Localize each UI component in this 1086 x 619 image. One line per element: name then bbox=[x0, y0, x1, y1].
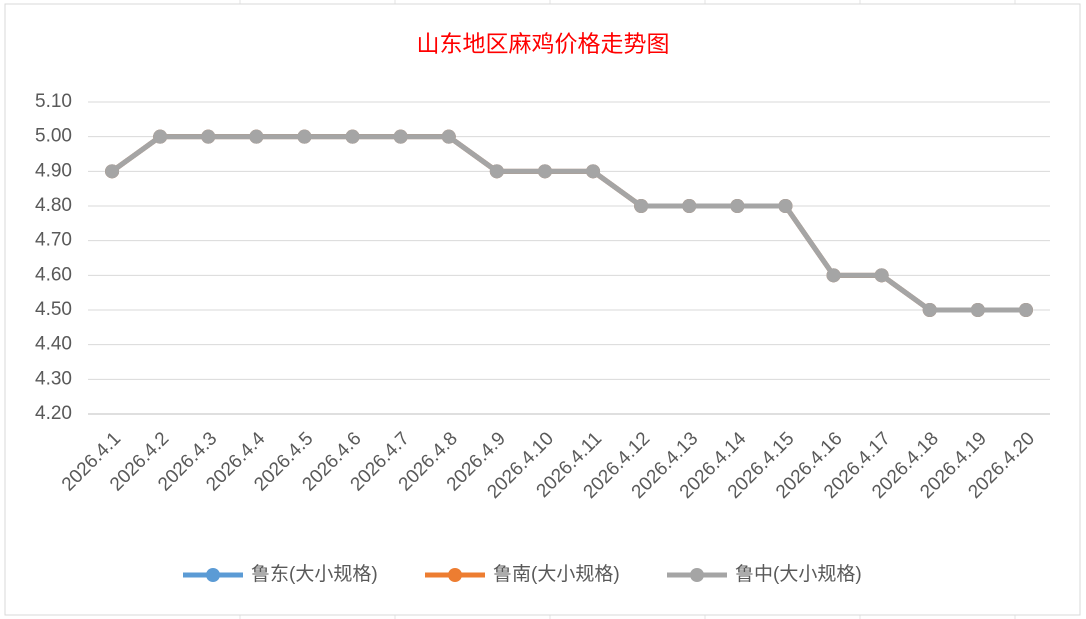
point bbox=[874, 268, 889, 283]
y-tick-label: 5.00 bbox=[35, 126, 72, 147]
point bbox=[634, 199, 649, 213]
y-tick-label: 4.60 bbox=[35, 264, 72, 285]
point bbox=[249, 129, 264, 144]
point bbox=[345, 129, 360, 144]
legend-label: 鲁南(大小规格) bbox=[493, 563, 620, 585]
legend-label: 鲁东(大小规格) bbox=[251, 563, 378, 585]
legend-marker bbox=[690, 568, 704, 582]
y-tick-label: 5.10 bbox=[35, 91, 72, 112]
y-tick-label: 4.70 bbox=[35, 230, 72, 251]
legend-marker bbox=[206, 568, 220, 582]
point bbox=[586, 164, 601, 179]
point bbox=[922, 303, 937, 317]
point bbox=[105, 164, 120, 179]
point bbox=[1018, 303, 1033, 317]
point bbox=[970, 303, 985, 317]
y-tick-label: 4.40 bbox=[35, 334, 72, 355]
point bbox=[441, 129, 456, 144]
y-tick-label: 4.90 bbox=[35, 160, 72, 181]
point bbox=[826, 268, 841, 283]
y-tick-label: 4.80 bbox=[35, 195, 72, 216]
point bbox=[393, 129, 408, 144]
point bbox=[201, 129, 216, 144]
legend-marker bbox=[448, 568, 462, 582]
chart-title: 山东地区麻鸡价格走势图 bbox=[417, 31, 670, 56]
point bbox=[153, 129, 168, 144]
point bbox=[730, 199, 745, 213]
point bbox=[537, 164, 552, 179]
point bbox=[682, 199, 697, 213]
point bbox=[489, 164, 504, 179]
y-tick-label: 4.30 bbox=[35, 368, 72, 389]
point bbox=[778, 199, 793, 213]
series-line bbox=[110, 134, 1026, 313]
point bbox=[297, 129, 312, 144]
y-tick-label: 4.20 bbox=[35, 403, 72, 424]
y-tick-label: 4.50 bbox=[35, 299, 72, 320]
legend-label: 鲁中(大小规格) bbox=[735, 563, 862, 585]
